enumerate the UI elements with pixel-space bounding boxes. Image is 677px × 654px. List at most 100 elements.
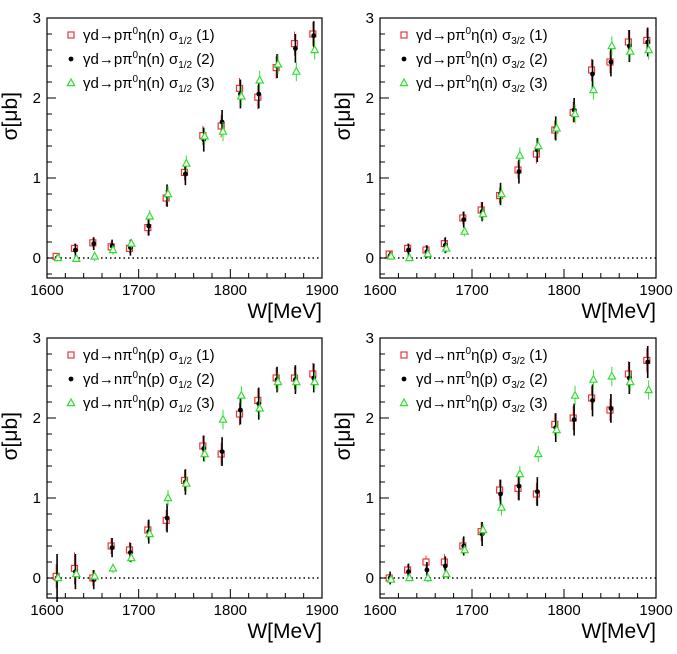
legend-marker <box>67 351 75 359</box>
data-point <box>645 359 651 365</box>
y-tick-label: 2 <box>366 410 374 427</box>
y-tick-label: 3 <box>33 330 41 347</box>
data-point <box>515 468 525 478</box>
x-tick-label: 1600 <box>30 282 63 299</box>
x-axis-title: W[MeV] <box>581 300 656 323</box>
data-point <box>200 131 210 140</box>
data-point <box>607 40 617 50</box>
legend-label: γd→nπ0η(p) σ1/2 (1) <box>83 346 215 367</box>
data-point <box>644 384 654 394</box>
plot-frame <box>46 17 323 279</box>
data-point <box>181 478 191 487</box>
data-point <box>406 569 411 574</box>
data-point <box>181 158 191 167</box>
y-axis-title: σ[μb] <box>332 412 355 460</box>
data-point <box>236 390 246 399</box>
data-point <box>90 571 100 580</box>
legend-label: γd→pπ0η(n) σ3/2 (2) <box>416 50 548 71</box>
data-point <box>515 150 525 159</box>
data-point <box>533 140 543 150</box>
legend-label: γd→nπ0η(p) σ1/2 (3) <box>83 394 215 415</box>
data-point <box>273 59 283 68</box>
legend-label: γd→nπ0η(p) σ1/2 (2) <box>83 370 215 391</box>
data-point <box>311 33 317 38</box>
x-tick-label: 1900 <box>305 602 338 619</box>
y-tick-label: 1 <box>33 490 41 507</box>
data-point <box>423 248 433 258</box>
data-point <box>218 414 228 423</box>
data-point <box>516 483 522 489</box>
y-tick-label: 3 <box>366 10 374 27</box>
y-tick-label: 0 <box>366 250 374 267</box>
x-tick-label: 1800 <box>547 282 580 299</box>
data-point <box>404 572 415 582</box>
legend-entry-3: γd→nπ0η(p) σ3/2 (3) <box>399 394 548 415</box>
y-tick-label: 3 <box>366 330 374 347</box>
data-point <box>645 39 651 45</box>
x-tick-label: 1800 <box>214 602 247 619</box>
y-tick-label: 0 <box>33 250 41 267</box>
data-point <box>256 91 262 97</box>
legend-label: γd→nπ0η(p) σ3/2 (2) <box>416 370 548 391</box>
series-2 <box>387 27 651 260</box>
data-point <box>73 247 78 253</box>
legend-entry-2: γd→nπ0η(p) σ3/2 (2) <box>401 370 548 391</box>
y-tick-label: 1 <box>33 170 41 187</box>
y-tick-label: 2 <box>366 90 374 107</box>
legend-label: γd→pπ0η(n) σ1/2 (3) <box>83 74 215 95</box>
legend-marker <box>400 351 408 359</box>
data-point <box>236 91 246 100</box>
data-point <box>145 211 155 220</box>
data-point <box>255 403 265 412</box>
data-point <box>109 545 115 550</box>
x-tick-label: 1600 <box>363 602 396 619</box>
data-point <box>625 376 635 386</box>
data-point <box>219 449 225 454</box>
legend-marker <box>401 376 407 382</box>
legend-marker <box>68 56 74 62</box>
legend-label: γd→pπ0η(n) σ1/2 (1) <box>83 26 215 47</box>
data-point <box>423 572 433 582</box>
data-point <box>552 123 562 132</box>
legend-marker <box>66 397 76 407</box>
data-point <box>571 417 577 422</box>
legend-label: γd→nπ0η(p) σ3/2 (3) <box>416 394 548 415</box>
data-point <box>53 252 63 262</box>
data-point <box>496 502 507 511</box>
data-point <box>145 528 155 538</box>
data-point <box>53 572 63 582</box>
data-point <box>644 44 654 54</box>
legend-marker <box>401 56 407 62</box>
data-point <box>90 251 100 260</box>
legend-entry-3: γd→pπ0η(n) σ1/2 (3) <box>66 74 215 95</box>
data-point <box>71 253 81 262</box>
data-point <box>461 217 467 223</box>
data-point <box>608 406 614 411</box>
data-point <box>442 563 448 569</box>
data-point <box>128 550 133 555</box>
y-tick-label: 2 <box>33 90 41 107</box>
legend-entry-2: γd→pπ0η(n) σ1/2 (2) <box>68 50 215 71</box>
data-point <box>201 446 207 451</box>
data-point <box>424 567 430 573</box>
series-3 <box>386 366 654 583</box>
legend-entry-1: γd→pπ0η(n) σ3/2 (1) <box>400 26 548 47</box>
legend-label: γd→pπ0η(n) σ1/2 (2) <box>83 50 215 71</box>
data-point <box>534 489 540 494</box>
data-point <box>146 223 152 229</box>
data-point <box>404 252 415 262</box>
legend-label: γd→pπ0η(n) σ3/2 (1) <box>416 26 548 47</box>
data-point <box>291 376 301 386</box>
x-tick-label: 1600 <box>30 602 63 619</box>
legend-entry-1: γd→nπ0η(p) σ1/2 (1) <box>67 346 215 367</box>
data-point <box>626 43 632 49</box>
data-point <box>590 398 595 403</box>
chart-panel-2: 1600 1700 1800 1900 0 1 2 3 W[MeV] σ[μb] γd→pπ0η(n… <box>332 10 673 323</box>
legend-entry-3: γd→pπ0η(n) σ3/2 (3) <box>399 74 548 95</box>
legend-marker <box>400 31 408 39</box>
data-point <box>108 563 118 572</box>
y-tick-label: 1 <box>366 490 374 507</box>
data-point <box>478 524 488 534</box>
data-point <box>460 544 470 554</box>
x-axis-title: W[MeV] <box>247 620 322 643</box>
